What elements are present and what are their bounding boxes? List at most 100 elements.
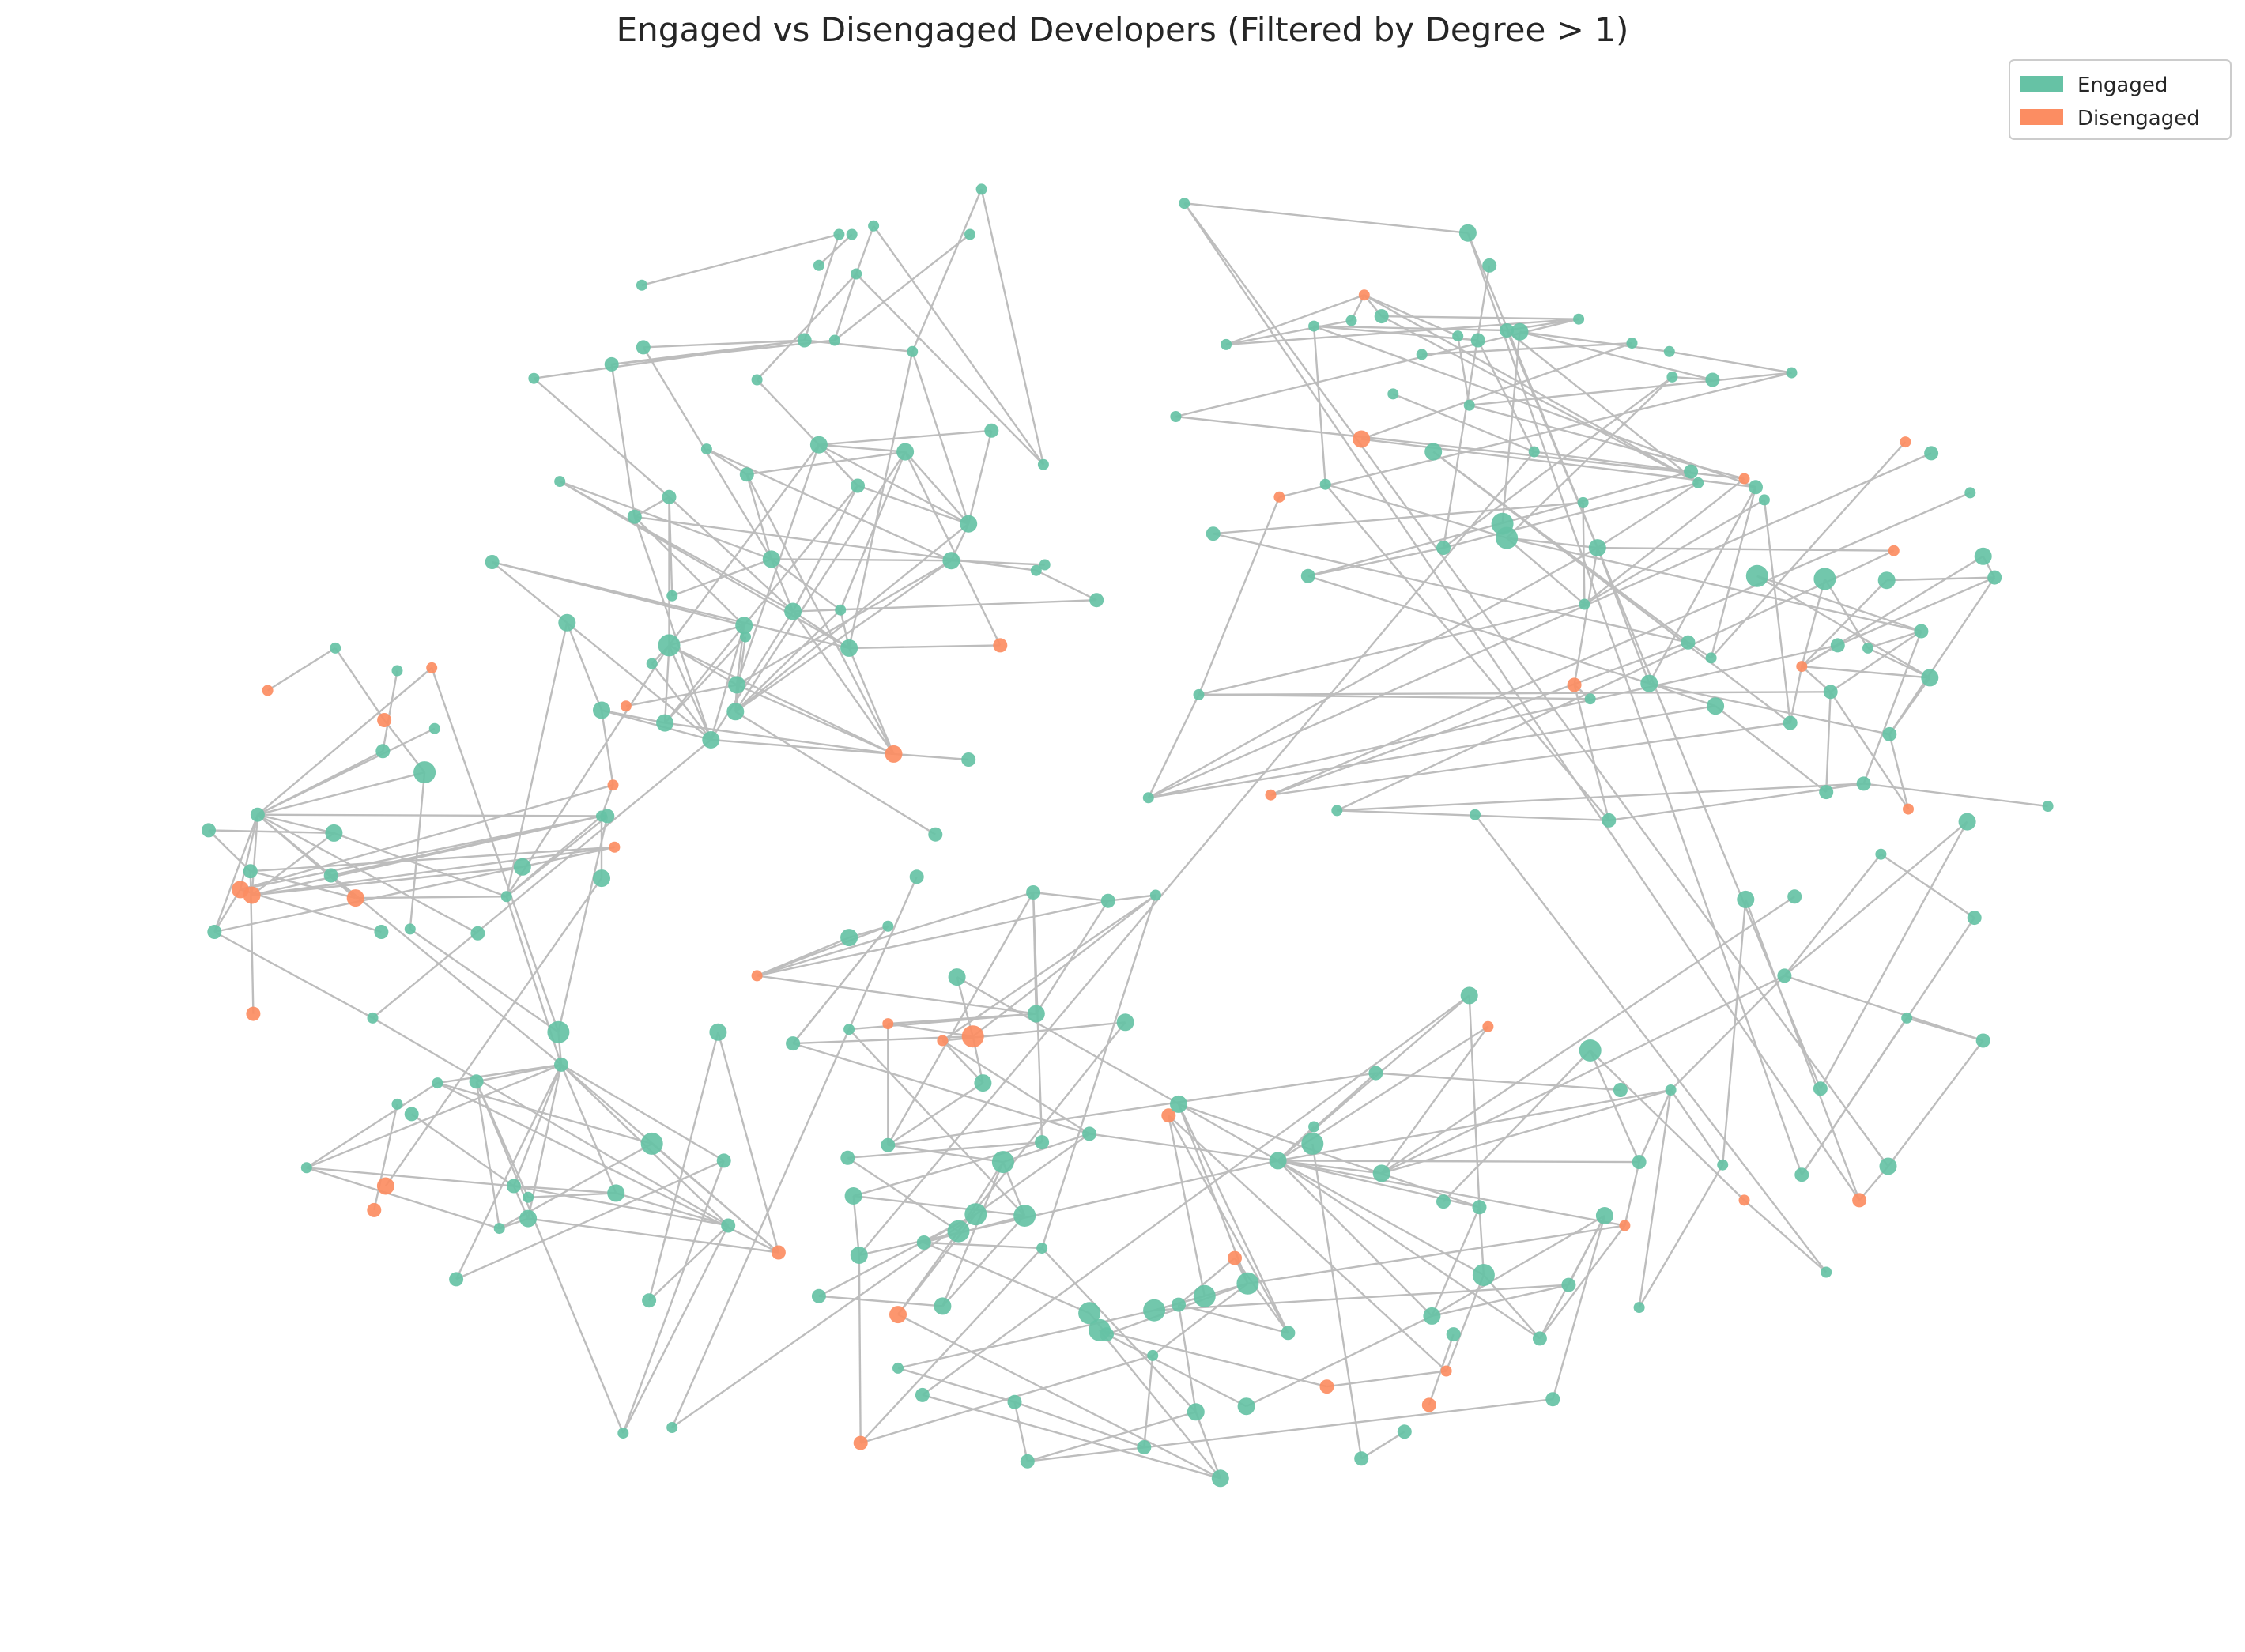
node-engaged	[740, 631, 751, 643]
node-disengaged	[1738, 473, 1750, 485]
graph-edge	[1638, 1089, 1672, 1163]
node-engaged	[1308, 320, 1320, 332]
node-engaged	[907, 345, 919, 357]
node-engaged	[846, 228, 858, 240]
graph-edge	[734, 522, 969, 713]
graph-edge	[647, 1032, 719, 1301]
node-disengaged	[853, 1435, 868, 1450]
graph-edge	[1381, 975, 1785, 1175]
graph-edge	[745, 473, 895, 755]
graph-edge	[668, 644, 712, 741]
graph-edge	[710, 624, 745, 741]
node-disengaged	[1353, 430, 1371, 448]
node-engaged	[1684, 464, 1699, 479]
node-disengaged	[346, 889, 364, 907]
node-disengaged	[367, 1202, 382, 1217]
node-engaged	[840, 1150, 855, 1165]
graph-edge	[1880, 853, 1975, 919]
node-engaged	[1368, 1066, 1383, 1081]
graph-edge	[411, 1113, 515, 1187]
node-engaged	[202, 823, 216, 838]
node-engaged	[1089, 593, 1104, 608]
node-engaged	[1496, 526, 1519, 549]
graph-edge	[372, 1016, 729, 1227]
graph-edge	[306, 1082, 439, 1169]
graph-edge	[980, 189, 1045, 465]
node-engaged	[243, 864, 258, 879]
graph-edge	[1568, 1215, 1605, 1286]
graph-edge	[641, 233, 840, 286]
node-engaged	[843, 1024, 855, 1035]
node-engaged	[323, 868, 338, 883]
node-engaged	[1783, 715, 1798, 730]
node-engaged	[909, 869, 924, 884]
node-disengaged	[937, 1035, 949, 1047]
node-engaged	[833, 228, 845, 240]
node-engaged	[1579, 598, 1590, 610]
graph-edge	[1583, 499, 1765, 605]
node-engaged	[1331, 805, 1343, 817]
node-engaged	[593, 869, 610, 888]
graph-edge	[734, 451, 907, 712]
graph-edge	[1862, 631, 1922, 784]
node-engaged	[636, 340, 651, 355]
node-disengaged	[1900, 436, 1911, 448]
graph-edge	[257, 771, 425, 816]
node-engaged	[658, 634, 681, 657]
node-engaged	[1143, 1299, 1166, 1322]
graph-edge	[257, 666, 432, 816]
graph-edge	[239, 814, 259, 890]
graph-edge	[922, 994, 1470, 1396]
node-engaged	[607, 1184, 625, 1202]
graph-edge	[266, 647, 336, 692]
graph-edge	[904, 451, 1002, 646]
node-engaged	[1172, 1297, 1186, 1312]
node-engaged	[928, 827, 943, 842]
graph-edge	[1270, 641, 1688, 796]
node-engaged	[728, 676, 746, 694]
node-engaged	[916, 1235, 931, 1250]
node-disengaged	[1228, 1250, 1242, 1265]
graph-edge	[1466, 232, 1822, 1089]
graph-edge	[757, 891, 1034, 977]
graph-edge	[1648, 486, 1757, 685]
graph-edge	[1432, 1284, 1569, 1318]
graph-edge	[847, 1156, 960, 1232]
graph-edge	[922, 1394, 1221, 1480]
node-engaged	[1974, 547, 1992, 565]
node-engaged	[593, 701, 610, 719]
node-engaged	[1416, 349, 1428, 360]
node-disengaged	[377, 713, 392, 727]
node-engaged	[1924, 446, 1939, 461]
graph-edge	[1270, 722, 1790, 796]
graph-edge	[706, 448, 748, 476]
node-engaged	[868, 220, 880, 232]
edge-layer	[208, 188, 2048, 1480]
node-engaged	[1745, 564, 1768, 587]
node-engaged	[640, 1132, 663, 1155]
node-engaged	[1787, 889, 1802, 904]
node-disengaged	[1421, 1397, 1436, 1412]
graph-edge	[818, 1295, 943, 1307]
graph-edge	[1198, 691, 1831, 696]
node-disengaged	[1852, 1193, 1867, 1208]
graph-edge	[610, 364, 636, 517]
node-engaged	[1813, 1081, 1828, 1096]
graph-edge	[671, 558, 772, 597]
graph-edge	[384, 877, 602, 1187]
graph-edge	[734, 711, 936, 835]
graph-edge	[1505, 330, 1598, 549]
node-disengaged	[1903, 803, 1914, 815]
node-engaged	[881, 1137, 896, 1152]
node-engaged	[797, 333, 812, 348]
graph-edge	[771, 558, 841, 611]
graph-edge	[1888, 677, 1931, 735]
node-engaged	[844, 1187, 862, 1205]
node-disengaged	[1482, 1020, 1494, 1032]
node-engaged	[1082, 1126, 1097, 1141]
node-engaged	[666, 590, 678, 602]
graph-edge	[1194, 1411, 1221, 1479]
node-engaged	[1758, 494, 1770, 506]
node-engaged	[1387, 388, 1399, 400]
node-engaged	[1777, 968, 1792, 983]
